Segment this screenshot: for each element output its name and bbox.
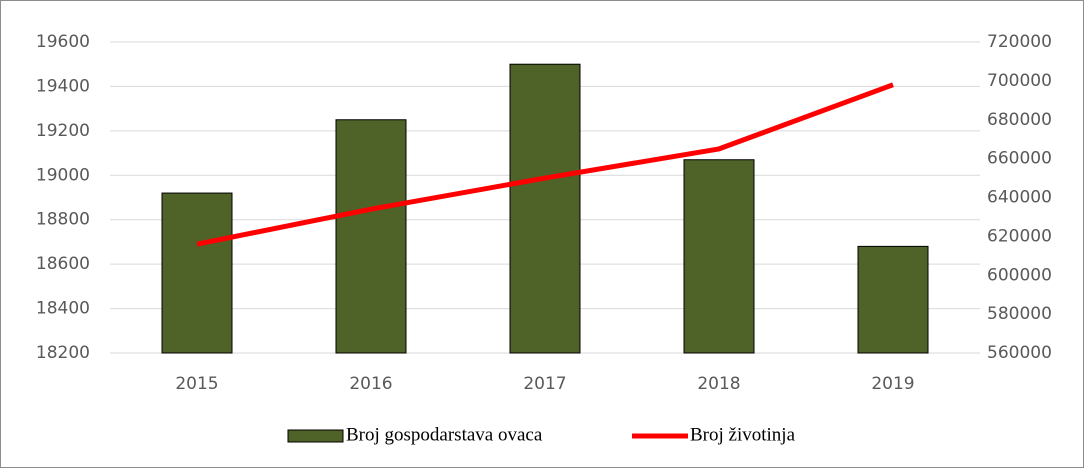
bar [683,159,755,354]
bar [161,192,233,354]
y2-tick-label: 600000 [987,265,1052,285]
x-tick-label: 2019 [871,374,914,394]
legend-label: Broj gospodarstava ovaca [346,424,543,445]
x-tick-label: 2018 [697,374,740,394]
y-tick-label: 18600 [36,254,90,274]
y2-tick-label: 660000 [987,149,1052,169]
legend-swatch [287,429,344,443]
y2-tick-label: 700000 [987,71,1052,91]
x-tick-label: 2016 [349,374,392,394]
y2-tick-label: 580000 [987,304,1052,324]
y2-tick-label: 620000 [987,226,1052,246]
y-tick-label: 19200 [36,121,90,141]
x-tick-label: 2015 [175,374,218,394]
y-tick-label: 18800 [36,210,90,230]
legend-label: Broj životinja [690,424,796,445]
y2-tick-label: 720000 [987,32,1052,52]
line [196,82,894,247]
y-tick-label: 19600 [36,32,90,52]
bar [335,119,407,354]
y-tick-label: 19400 [36,76,90,96]
y2-tick-label: 560000 [987,343,1052,363]
x-tick-label: 2017 [523,374,566,394]
bar [509,63,581,354]
y-tick-label: 18200 [36,343,90,363]
y2-tick-label: 680000 [987,110,1052,130]
y-tick-label: 19000 [36,165,90,185]
y2-tick-label: 640000 [987,188,1052,208]
bar [857,245,929,354]
y-tick-label: 18400 [36,299,90,319]
